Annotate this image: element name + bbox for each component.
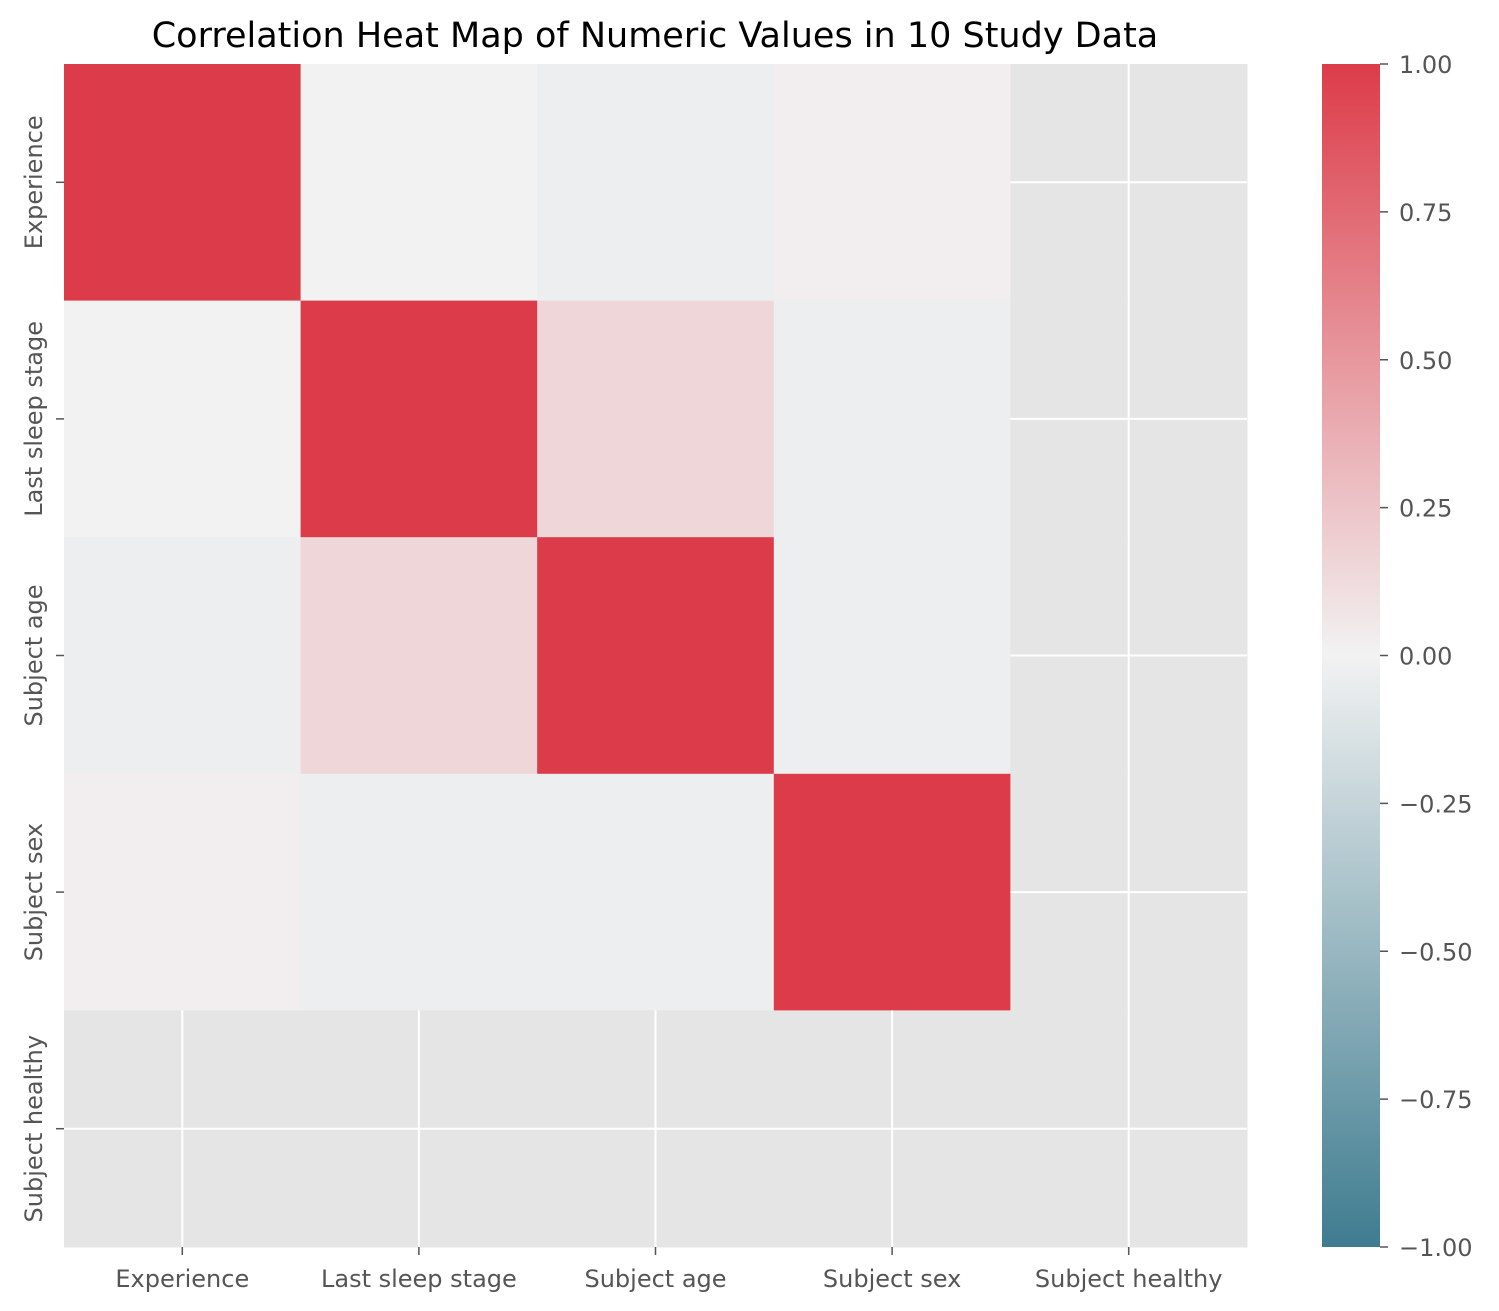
heatmap-cell-subject-sex-subject-age [537,773,775,1011]
heatmap-cell-experience-experience [64,64,302,302]
colorbar-tick-label: 0.25 [1399,495,1452,523]
chart-title: Correlation Heat Map of Numeric Values i… [152,16,1159,56]
colorbar-tick-label: −0.25 [1399,790,1473,818]
heatmap-cell-subject-age-last-sleep-stage [300,537,538,775]
heatmap-cell-subject-age-experience [64,537,302,775]
colorbar-tick-label: −0.75 [1399,1086,1473,1114]
colorbar-tick-label: 0.50 [1399,347,1452,375]
heatmap-cell-last-sleep-stage-experience [64,300,302,538]
heatmap-cell-subject-age-subject-sex [773,537,1011,775]
heatmap-cell-subject-age-subject-age [537,537,775,775]
heatmap-cell-experience-last-sleep-stage [300,64,538,302]
heatmap-cell-experience-subject-age [537,64,775,302]
heatmap-cell-subject-sex-experience [64,773,302,1011]
colorbar-tick-label: 1.00 [1399,51,1452,79]
x-tick-label-subject-age: Subject age [584,1265,726,1293]
x-axis: Experience Last sleep stage Subject age Sub… [115,1247,1222,1293]
x-tick-label-last-sleep-stage: Last sleep stage [321,1265,517,1293]
y-tick-label-last-sleep-stage: Last sleep stage [20,321,48,517]
colorbar-tick-label: −0.50 [1399,938,1473,966]
heatmap-cell-last-sleep-stage-last-sleep-stage [300,300,538,538]
colorbar: 1.00 0.75 0.50 0.25 0.00 −0.25 −0.50 −0.75 −1.00 [1322,51,1473,1262]
colorbar-tick-label: −1.00 [1399,1234,1473,1262]
y-tick-label-subject-healthy: Subject healthy [20,1035,48,1223]
heatmap-gridlines [64,64,1247,1247]
y-tick-label-subject-age: Subject age [20,584,48,726]
x-tick-label-experience: Experience [115,1265,249,1293]
colorbar-gradient [1322,64,1380,1247]
colorbar-tick-label: 0.75 [1399,199,1452,227]
heatmap-cell-subject-sex-subject-sex [773,773,1011,1011]
heatmap-cell-subject-sex-last-sleep-stage [300,773,538,1011]
y-axis: Experience Last sleep stage Subject age Sub… [20,115,64,1222]
heatmap-cell-last-sleep-stage-subject-age [537,300,775,538]
colorbar-tick-label: 0.00 [1399,643,1452,671]
heatmap-cell-experience-subject-sex [773,64,1011,302]
x-tick-label-subject-sex: Subject sex [823,1265,961,1293]
y-tick-label-experience: Experience [20,115,48,249]
y-tick-label-subject-sex: Subject sex [20,823,48,961]
x-tick-label-subject-healthy: Subject healthy [1035,1265,1223,1293]
heatmap-cell-last-sleep-stage-subject-sex [773,300,1011,538]
